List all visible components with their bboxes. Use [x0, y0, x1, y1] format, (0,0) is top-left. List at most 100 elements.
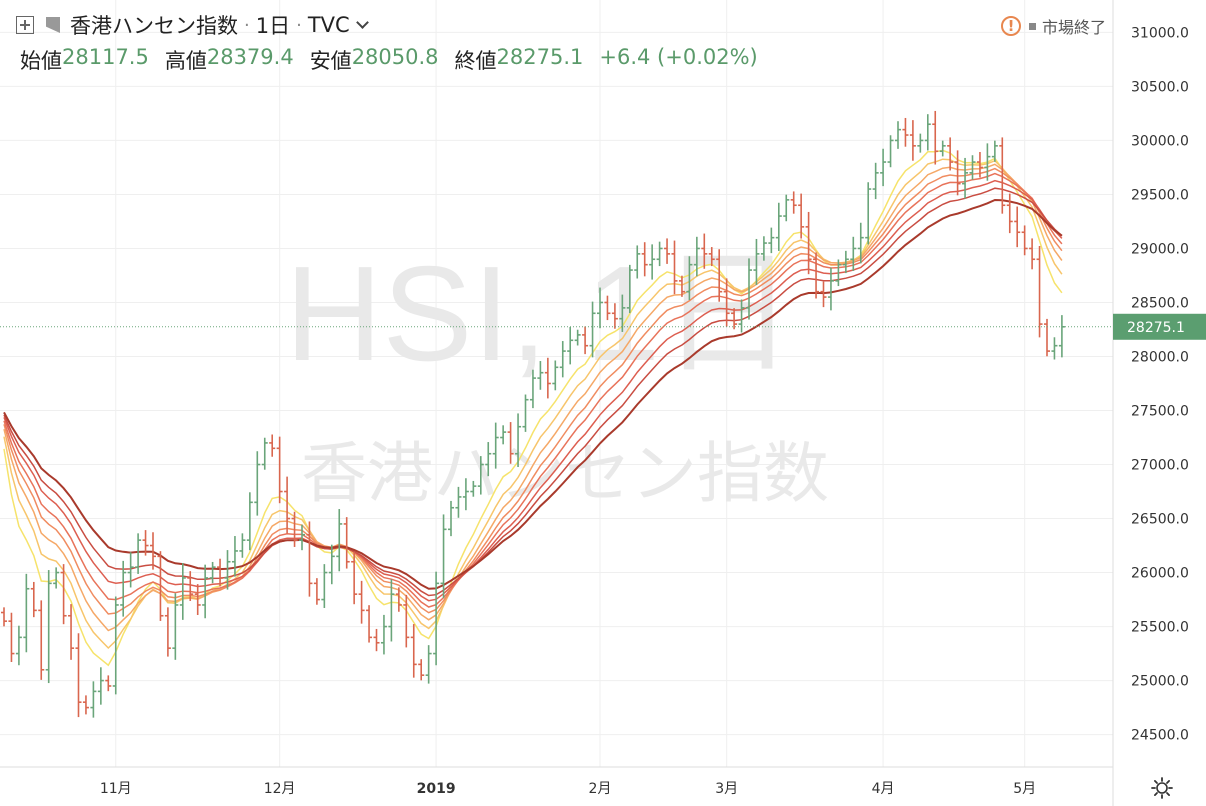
ohlc-bar — [567, 327, 574, 365]
high-value: 28379.4 — [206, 45, 294, 69]
ohlc-bar — [321, 564, 328, 608]
ohlc-bar — [1, 607, 7, 627]
ma-line — [3, 158, 1063, 650]
ohlc-bar — [433, 571, 440, 666]
ohlc-bar — [760, 236, 767, 261]
ohlc-bar — [954, 150, 961, 196]
ohlc-bar — [1058, 315, 1065, 358]
warning-icon[interactable]: ! — [1000, 16, 1021, 36]
ohlc-bar — [1036, 245, 1043, 338]
price-axis: 24500.0 25000.0 25500.0 26000.0 26500.0 27000… — [1131, 25, 1189, 743]
ohlc-bar — [775, 202, 782, 251]
ohlc-bar — [999, 137, 1006, 214]
price-tick-label: 30000.0 — [1131, 133, 1189, 149]
ohlc-bar — [477, 456, 484, 495]
ohlc-bar — [500, 425, 507, 445]
ohlc-bar — [105, 675, 112, 692]
ohlc-bar — [537, 361, 544, 390]
ohlc-bar — [574, 329, 581, 346]
ohlc-bar — [23, 573, 30, 653]
ohlc-bar — [269, 434, 276, 457]
ohlc-bar — [909, 120, 916, 161]
settings-gear-icon[interactable] — [1150, 776, 1174, 800]
ohlc-bar — [857, 222, 864, 264]
ohlc-bar — [82, 695, 89, 715]
ohlc-bar — [395, 587, 402, 612]
ohlc-bar — [902, 117, 909, 147]
ohlc-bar — [485, 442, 492, 477]
ohlc-bar — [373, 628, 380, 652]
ohlc-bar — [75, 633, 82, 718]
ohlc-bar — [723, 278, 730, 327]
ohlc-bar — [172, 593, 179, 660]
ohlc-bar — [582, 326, 589, 355]
time-tick-label: 12月 — [264, 781, 296, 797]
open-value: 28117.5 — [62, 45, 149, 69]
ohlc-bar — [552, 360, 559, 391]
price-bars — [1, 110, 1065, 718]
market-status: ! 市場終了 — [1000, 14, 1106, 38]
ohlc-bar — [38, 600, 45, 680]
ohlc-bar — [418, 659, 425, 681]
ohlc-bar — [753, 238, 760, 285]
ohlc-bar — [604, 295, 611, 321]
interval-label[interactable]: 1日 — [255, 14, 291, 38]
ohlc-bar — [164, 607, 171, 657]
ohlc-bar — [291, 511, 298, 547]
grid — [0, 0, 1113, 767]
ohlc-bar — [984, 143, 991, 181]
ohlc-bar — [671, 240, 678, 295]
ohlc-bar — [962, 157, 969, 199]
price-tick-label: 31000.0 — [1131, 25, 1189, 41]
ohlc-bar — [187, 571, 194, 601]
ohlc-bar — [544, 357, 551, 399]
ohlc-bar — [403, 594, 410, 648]
ohlc-bar — [209, 561, 216, 584]
ohlc-bar — [448, 500, 454, 537]
symbol-title[interactable]: 香港ハンセン指数 — [70, 14, 238, 38]
ohlc-bar — [313, 578, 320, 605]
ohlc-bar — [693, 236, 700, 277]
price-tick-label: 25000.0 — [1131, 674, 1189, 690]
ohlc-bar — [336, 509, 343, 572]
ohlc-bar — [179, 563, 186, 620]
exchange-label[interactable]: TVC — [307, 13, 350, 37]
ohlc-bar — [15, 625, 22, 666]
ohlc-bar — [850, 236, 857, 271]
price-tick-label: 25500.0 — [1131, 620, 1189, 636]
price-tick-label: 24500.0 — [1131, 728, 1189, 744]
ma-line — [3, 163, 1063, 632]
ma-line — [3, 172, 1063, 608]
ohlc-bar — [619, 294, 626, 332]
ohlc-bar — [895, 121, 901, 149]
ohlc-bar — [820, 281, 827, 308]
chevron-down-icon[interactable] — [355, 15, 369, 29]
add-symbol-icon[interactable] — [16, 16, 34, 34]
ohlc-bar — [641, 242, 648, 277]
ohlc-bar — [656, 241, 663, 267]
separator: · — [244, 14, 250, 36]
last-price-text: 28275.1 — [1127, 320, 1185, 336]
ohlc-bar — [284, 476, 291, 534]
separator: · — [296, 14, 302, 36]
ohlc-bar — [597, 287, 603, 329]
ohlc-bar — [924, 114, 931, 151]
time-tick-label: 11月 — [100, 781, 132, 797]
ohlc-bar — [194, 584, 201, 616]
ohlc-bar — [768, 227, 775, 254]
ohlc-bar — [492, 422, 499, 469]
symbol-flag-icon — [46, 17, 60, 33]
ohlc-bar — [1021, 225, 1028, 256]
ma-line — [3, 167, 1063, 615]
ohlc-bar — [932, 110, 939, 165]
price-tick-label: 29000.0 — [1131, 241, 1189, 257]
ohlc-bar — [731, 308, 738, 330]
ohlc-bar — [328, 544, 335, 585]
ohlc-bar — [947, 137, 954, 171]
last-price-label: 28275.1 — [1113, 313, 1206, 340]
ohlc-bar — [678, 275, 685, 297]
ohlc-bar — [716, 249, 723, 302]
ohlc-bar — [649, 244, 656, 280]
ohlc-bar — [798, 193, 805, 239]
